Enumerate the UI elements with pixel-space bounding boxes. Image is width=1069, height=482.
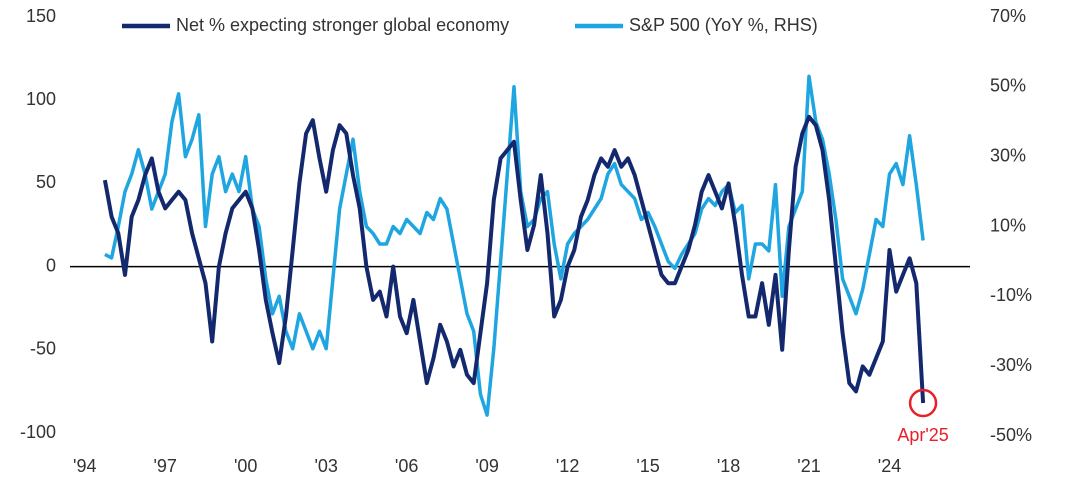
legend-label: S&P 500 (YoY %, RHS) — [629, 15, 818, 35]
x-tick-label: '18 — [717, 456, 740, 476]
x-tick-label: '15 — [636, 456, 659, 476]
y2-tick-label: 30% — [990, 145, 1026, 165]
y-tick-label: -100 — [20, 422, 56, 442]
y-tick-label: 150 — [26, 6, 56, 26]
y2-tick-label: -30% — [990, 355, 1032, 375]
y2-tick-label: -10% — [990, 285, 1032, 305]
y2-tick-label: 70% — [990, 6, 1026, 26]
x-tick-label: '03 — [314, 456, 337, 476]
x-tick-label: '21 — [797, 456, 820, 476]
x-tick-label: '97 — [153, 456, 176, 476]
series-line — [104, 74, 925, 417]
x-tick-label: '12 — [556, 456, 579, 476]
x-tick-label: '94 — [73, 456, 96, 476]
y2-tick-label: 50% — [990, 76, 1026, 96]
x-tick-label: '24 — [878, 456, 901, 476]
annotation-label: Apr'25 — [897, 425, 948, 445]
x-tick-label: '00 — [234, 456, 257, 476]
x-tick-label: '09 — [475, 456, 498, 476]
y-tick-label: -50 — [30, 339, 56, 359]
y-tick-label: 100 — [26, 89, 56, 109]
y2-tick-label: 10% — [990, 215, 1026, 235]
series-line — [102, 114, 926, 404]
legend-label: Net % expecting stronger global economy — [176, 15, 509, 35]
y2-tick-label: -50% — [990, 425, 1032, 445]
x-tick-label: '06 — [395, 456, 418, 476]
y-tick-label: 50 — [36, 172, 56, 192]
y-tick-label: 0 — [46, 255, 56, 275]
annotation-circle — [908, 388, 938, 418]
